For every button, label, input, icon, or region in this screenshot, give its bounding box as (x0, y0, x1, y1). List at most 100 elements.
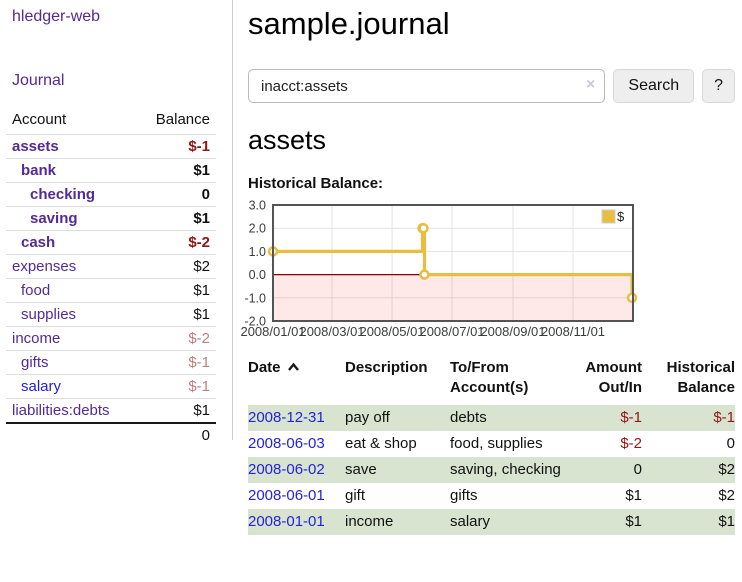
transaction-accounts-cell: saving, checking (450, 461, 561, 478)
svg-text:2.0: 2.0 (249, 222, 266, 236)
transaction-date-cell: 2008-01-01 (248, 509, 345, 535)
account-balance: $1 (193, 306, 210, 323)
register-row: 2008-06-01 gift gifts $1 $2 (248, 483, 735, 509)
chart-title: Historical Balance: (248, 175, 384, 192)
account-link[interactable]: supplies (21, 306, 77, 323)
account-link[interactable]: salary (21, 378, 62, 395)
accounts-table-header: Account Balance (6, 106, 216, 134)
account-link[interactable]: checking (30, 186, 96, 203)
main-content: sample.journal × Search ? assets Histori… (240, 0, 735, 535)
historical-balance-chart: $3.0 2.0 1.0 0.0 -1.0 -2.02008/01/012008/03/0… (240, 199, 638, 339)
account-link[interactable]: assets (12, 138, 59, 155)
account-link[interactable]: cash (21, 234, 56, 251)
transaction-date-link[interactable]: 2008-06-01 (248, 487, 325, 504)
transaction-date-link[interactable]: 2008-06-03 (248, 435, 325, 452)
account-row: checking 0 (6, 182, 216, 206)
account-row: assets $-1 (6, 134, 216, 158)
transaction-date-link[interactable]: 2008-01-01 (248, 513, 325, 530)
svg-text:3.0: 3.0 (249, 199, 266, 213)
transaction-amount-cell: 0 (633, 461, 642, 478)
account-link[interactable]: gifts (21, 354, 49, 371)
search-form: × Search ? (248, 69, 735, 103)
clear-search-icon[interactable]: × (586, 76, 596, 93)
account-balance: $-1 (188, 354, 210, 371)
svg-text:2008/07/01: 2008/07/01 (419, 324, 484, 339)
account-balance: $1 (193, 210, 210, 227)
column-header-description: Description (345, 359, 428, 376)
account-balance: $1 (193, 162, 210, 179)
account-link[interactable]: expenses (12, 258, 77, 275)
transaction-amount-cell: $1 (625, 487, 642, 504)
accounts-total-value: 0 (201, 427, 210, 444)
account-balance: $1 (193, 282, 210, 299)
accounts-table: Account Balance assets $-1 bank $1 checking 0… (6, 106, 216, 447)
svg-text:2008/11/01: 2008/11/01 (541, 324, 605, 339)
svg-text:$: $ (617, 209, 625, 224)
account-balance: $2 (193, 258, 210, 275)
column-header-date[interactable]: Date (248, 358, 345, 405)
transaction-balance-cell: 0 (726, 435, 735, 452)
transaction-balance-cell: $2 (718, 461, 735, 478)
account-balance: $-2 (188, 234, 210, 251)
account-link[interactable]: liabilities:debts (12, 402, 110, 419)
search-box: × (248, 69, 606, 103)
account-row: liabilities:debts $1 (6, 398, 216, 422)
transaction-description-cell: eat & shop (345, 435, 417, 452)
help-button[interactable]: ? (702, 69, 735, 103)
account-row: supplies $1 (6, 302, 216, 326)
account-balance: $1 (193, 402, 210, 419)
transaction-date-cell: 2008-12-31 (248, 405, 345, 431)
account-link[interactable]: bank (21, 162, 57, 179)
transaction-balance-cell: $2 (718, 487, 735, 504)
transaction-date-cell: 2008-06-03 (248, 431, 345, 457)
transaction-date-link[interactable]: 2008-12-31 (248, 409, 325, 426)
transaction-amount-cell: $-1 (620, 409, 642, 426)
page-title: sample.journal (248, 6, 450, 41)
transaction-description-cell: gift (345, 487, 366, 504)
register-row: 2008-01-01 income salary $1 $1 (248, 509, 735, 535)
sidebar-divider (232, 0, 233, 440)
transaction-amount-cell: $-2 (620, 435, 642, 452)
nav-journal-link[interactable]: Journal (12, 72, 65, 89)
svg-text:-2.0: -2.0 (244, 315, 266, 329)
register-row: 2008-06-03 eat & shop food, supplies $-2 0 (248, 431, 735, 457)
account-row: cash $-2 (6, 230, 216, 254)
search-button[interactable]: Search (613, 69, 695, 103)
accounts-list: assets $-1 bank $1 checking 0 saving $1 cash $-2 e… (6, 134, 216, 422)
transaction-amount-cell: $1 (625, 513, 642, 530)
transaction-accounts-cell: salary (450, 513, 491, 530)
register-row: 2008-12-31 pay off debts $-1 $-1 (248, 405, 735, 431)
accounts-header-account: Account (12, 111, 67, 128)
column-header-accounts: To/From Account(s) (450, 359, 529, 396)
transaction-balance-cell: $1 (718, 513, 735, 530)
svg-text:2008/05/01: 2008/05/01 (359, 324, 424, 339)
account-row: income $-2 (6, 326, 216, 350)
account-row: food $1 (6, 278, 216, 302)
transaction-description-cell: save (345, 461, 377, 478)
account-row: expenses $2 (6, 254, 216, 278)
sidebar: hledger-web Journal Account Balance asse… (0, 0, 232, 447)
account-balance: $-2 (188, 330, 210, 347)
register-rows: 2008-12-31 pay off debts $-1 $-1 2008-06-03 ea… (248, 405, 735, 535)
register-row: 2008-06-02 save saving, checking 0 $2 (248, 457, 735, 483)
svg-text:2008/09/01: 2008/09/01 (480, 324, 545, 339)
transaction-description-cell: income (345, 513, 394, 530)
account-row: saving $1 (6, 206, 216, 230)
transaction-description-cell: pay off (345, 409, 390, 426)
transaction-date-cell: 2008-06-01 (248, 483, 345, 509)
transaction-accounts-cell: gifts (450, 487, 478, 504)
column-header-amount: Amount Out/In (585, 359, 642, 396)
column-header-date-label: Date (248, 359, 281, 376)
account-link[interactable]: saving (30, 210, 78, 227)
sort-asc-icon (287, 362, 299, 371)
account-link[interactable]: income (12, 330, 61, 347)
search-input[interactable] (248, 69, 606, 103)
column-header-balance: Historical Balance (666, 359, 735, 396)
register-table: Date Description To/From Account(s) Amou… (248, 358, 735, 535)
account-balance: $-1 (188, 138, 210, 155)
app-title-link[interactable]: hledger-web (12, 8, 101, 25)
svg-text:1.0: 1.0 (249, 245, 266, 259)
account-link[interactable]: food (21, 282, 51, 299)
transaction-date-link[interactable]: 2008-06-02 (248, 461, 325, 478)
transaction-accounts-cell: food, supplies (450, 435, 543, 452)
